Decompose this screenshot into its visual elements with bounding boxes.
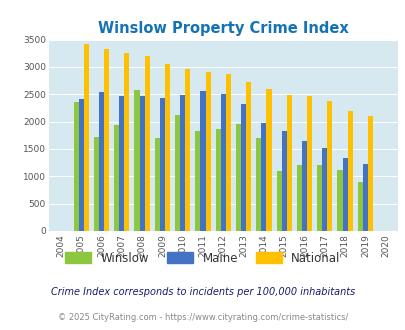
Bar [134,90,139,231]
Bar [215,129,220,231]
Bar [241,104,245,231]
Bar [114,125,119,231]
Bar [322,148,326,231]
Bar [286,95,291,231]
Bar [245,82,251,231]
Text: © 2025 CityRating.com - https://www.cityrating.com/crime-statistics/: © 2025 CityRating.com - https://www.city… [58,313,347,322]
Bar [326,101,332,231]
Bar [144,56,149,231]
Bar [185,69,190,231]
Bar [139,96,144,231]
Bar [99,92,104,231]
Bar [225,74,230,231]
Bar [235,124,241,231]
Bar [256,138,261,231]
Bar [205,72,210,231]
Bar [281,131,286,231]
Bar [347,111,352,231]
Bar [200,91,205,231]
Bar [164,64,170,231]
Bar [316,165,322,231]
Bar [73,103,79,231]
Bar [79,99,83,231]
Bar [266,89,271,231]
Bar [306,96,311,231]
Bar [296,165,301,231]
Bar [175,115,180,231]
Bar [180,95,185,231]
Bar [301,141,306,231]
Bar [124,53,129,231]
Bar [154,138,160,231]
Bar [119,96,124,231]
Bar [195,131,200,231]
Bar [276,171,281,231]
Bar [261,123,266,231]
Bar [220,94,225,231]
Bar [83,44,89,231]
Bar [104,49,109,231]
Bar [160,98,164,231]
Legend: Winslow, Maine, National: Winslow, Maine, National [61,247,344,269]
Bar [357,182,362,231]
Bar [337,170,342,231]
Bar [94,137,99,231]
Bar [367,115,372,231]
Text: Crime Index corresponds to incidents per 100,000 inhabitants: Crime Index corresponds to incidents per… [51,287,354,297]
Bar [362,164,367,231]
Bar [342,158,347,231]
Title: Winslow Property Crime Index: Winslow Property Crime Index [98,21,348,36]
